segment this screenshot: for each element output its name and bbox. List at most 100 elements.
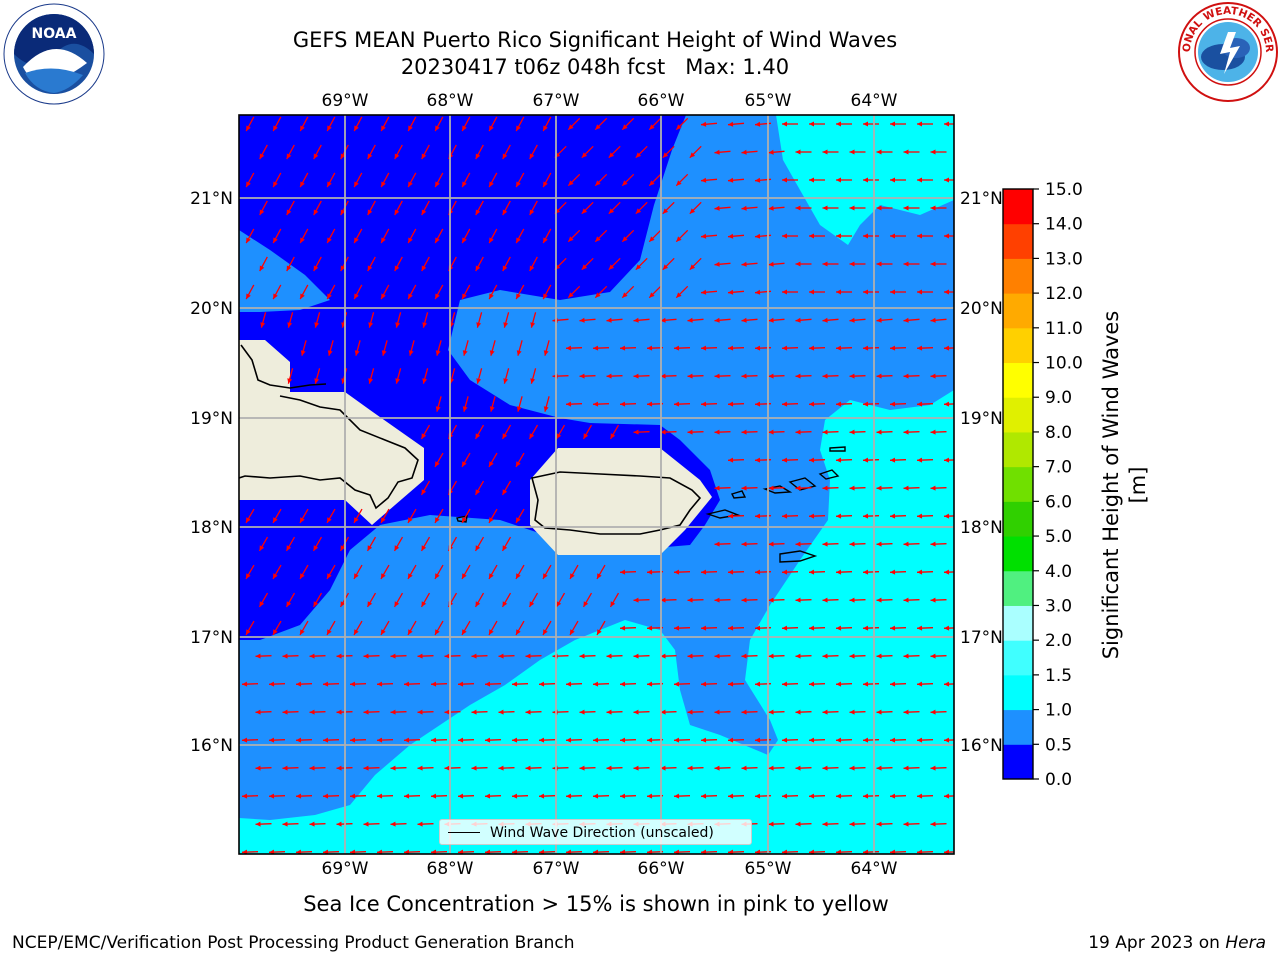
wind-wave-arrowhead (782, 345, 788, 351)
wind-wave-arrowhead (930, 821, 936, 827)
wind-wave-arrowhead (782, 401, 788, 407)
wind-wave-arrowhead (944, 345, 950, 351)
wind-wave-arrowhead (516, 517, 521, 523)
wind-wave-arrowhead (273, 573, 278, 579)
gridlines (239, 115, 954, 854)
wind-wave-arrowhead (489, 461, 494, 467)
wind-wave-arrowhead (768, 317, 774, 323)
wind-wave-arrowhead (822, 205, 828, 211)
wind-wave-arrowhead (516, 181, 521, 188)
wind-wave-arrowhead (273, 629, 278, 635)
lon-tick-top: 68°W (427, 91, 474, 111)
wind-wave-arrowhead (944, 289, 949, 295)
wind-wave-arrowhead (741, 205, 747, 211)
wind-wave-arrowhead (768, 149, 774, 155)
wind-wave-arrowhead (593, 345, 599, 351)
wind-wave-arrowhead (647, 625, 653, 631)
wind-wave-arrowhead (476, 322, 482, 328)
wind-wave-arrowhead (597, 573, 602, 579)
wind-wave-arrowhead (458, 737, 464, 743)
wind-wave-arrowhead (269, 849, 275, 854)
island-virgin-islands (456, 446, 846, 563)
wind-wave-arrowhead (367, 545, 373, 551)
wind-wave-arrowhead (822, 541, 828, 547)
wind-wave-arrowhead (647, 849, 653, 854)
wind-wave-arrowhead (485, 849, 491, 854)
wind-wave-arrowhead (525, 709, 531, 715)
wind-wave-arrowhead (394, 153, 400, 160)
wind-wave-arrowhead (674, 625, 680, 631)
wind-wave-arrowhead (296, 737, 302, 743)
wind-wave-arrowhead (620, 625, 626, 631)
wind-wave-arrowhead (489, 573, 494, 579)
wind-wave-arrowhead (822, 261, 828, 267)
wind-wave-arrowhead (662, 152, 669, 158)
wind-wave-arrowhead (246, 573, 251, 579)
wind-wave-arrowhead (404, 793, 410, 799)
wind-wave-arrowhead (377, 681, 383, 687)
wind-wave-arrowhead (674, 569, 680, 575)
wind-wave-arrowhead (435, 181, 440, 188)
wind-wave-arrowhead (822, 149, 828, 155)
wind-wave-arrowhead (876, 317, 882, 323)
wind-wave-arrowhead (471, 653, 477, 659)
wind-wave-arrowhead (431, 849, 437, 854)
wind-wave-arrowhead (309, 709, 315, 715)
legend-label: Wind Wave Direction (unscaled) (490, 825, 714, 841)
wind-wave-arrowhead (714, 485, 720, 491)
wind-wave-arrowhead (610, 601, 616, 607)
wind-wave-arrowhead (421, 601, 427, 607)
wind-wave-arrowhead (323, 737, 329, 743)
wind-wave-arrowhead (390, 821, 396, 827)
wind-wave-arrowhead (485, 793, 491, 799)
wind-wave-arrowhead (435, 517, 440, 523)
lon-tick-top: 69°W (322, 91, 369, 111)
wind-wave-arrowhead (930, 205, 936, 211)
wind-wave-arrowhead (431, 793, 437, 799)
wave-band-0.5-1.0-nw (239, 230, 330, 312)
wind-wave-arrowhead (309, 821, 315, 827)
wind-wave-arrowhead (782, 625, 788, 631)
wind-wave-arrowhead (822, 709, 828, 715)
wind-wave-arrowhead (890, 737, 896, 743)
wind-wave-arrowhead (662, 208, 669, 214)
wind-wave-arrowhead (714, 653, 720, 659)
wind-wave-arrowhead (408, 125, 413, 132)
wind-wave-arrowhead (755, 457, 761, 463)
wind-wave-arrowhead (741, 429, 747, 435)
wind-wave-arrowhead (944, 177, 949, 183)
wind-wave-arrowhead (701, 401, 707, 407)
colorbar-tick-label: 11.0 (1045, 319, 1083, 339)
wind-wave-arrowhead (354, 293, 359, 300)
wind-wave-arrowhead (633, 709, 639, 715)
wind-wave-arrowhead (354, 350, 360, 356)
wind-wave-arrowhead (876, 485, 882, 491)
lon-tick-top: 65°W (745, 91, 792, 111)
wind-wave-arrowhead (608, 208, 615, 214)
wind-wave-arrowhead (286, 153, 292, 160)
wind-wave-arrowhead (795, 765, 801, 771)
wind-wave-arrowhead (435, 350, 441, 356)
wind-wave-arrowhead (309, 765, 315, 771)
wind-wave-arrowhead (930, 765, 936, 771)
wind-wave-arrowhead (255, 821, 261, 827)
wind-wave-arrowhead (917, 625, 923, 631)
wind-wave-arrowhead (728, 849, 734, 854)
colorbar-segment (1003, 640, 1033, 676)
wind-wave-arrowhead (259, 545, 265, 551)
wind-wave-arrowhead (286, 601, 292, 607)
wind-wave-arrowhead (435, 629, 440, 635)
lat-tick-left: 18°N (190, 518, 233, 538)
wind-wave-arrowhead (836, 793, 842, 799)
nws-logo-icon: NATIONAL WEATHER SERVICE (1178, 2, 1278, 102)
wind-wave-arrowhead (863, 121, 868, 127)
wind-wave-arrowhead (529, 433, 535, 439)
wind-wave-arrowhead (701, 569, 707, 575)
wind-wave-arrowhead (462, 293, 467, 300)
wind-wave-arrowhead (489, 237, 494, 244)
wind-wave-arrowhead (876, 709, 882, 715)
wind-wave-arrowhead (282, 709, 288, 715)
wind-wave-arrowhead (336, 709, 342, 715)
wind-wave-arrowhead (543, 406, 549, 412)
